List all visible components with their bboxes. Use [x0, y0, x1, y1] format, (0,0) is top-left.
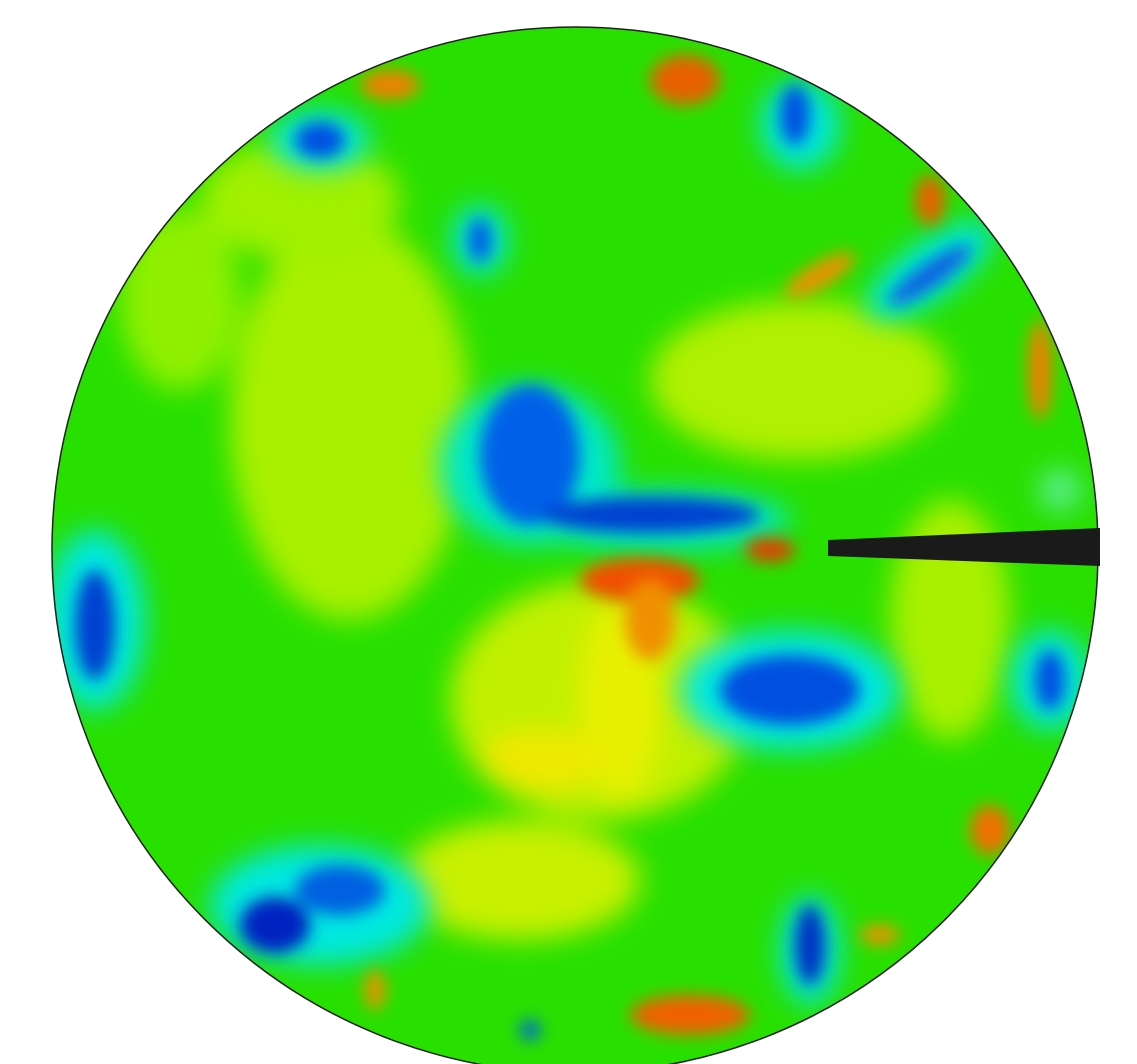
page — [0, 0, 1137, 1064]
contour-image — [0, 0, 1137, 1064]
disk-field — [0, 0, 1137, 1064]
